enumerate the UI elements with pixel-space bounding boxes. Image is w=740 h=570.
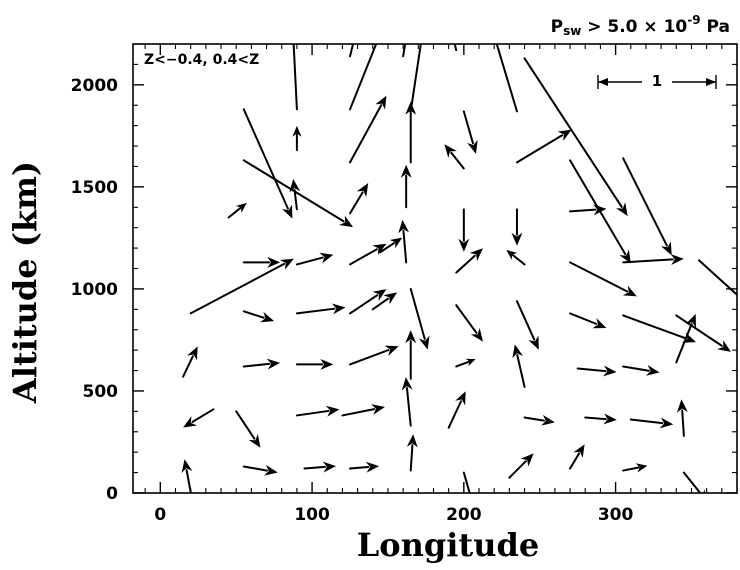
x-tick-label: 0 xyxy=(154,505,166,525)
vector-arrow xyxy=(402,44,407,58)
y-tick-label: 2000 xyxy=(71,76,118,96)
vector-arrow xyxy=(676,399,688,437)
vector-arrow xyxy=(682,471,706,493)
vector-arrow xyxy=(242,310,275,323)
vector-arrow xyxy=(576,365,617,377)
vector-arrow xyxy=(242,256,281,268)
y-tick-label: 1000 xyxy=(71,280,118,300)
vector-arrow xyxy=(242,108,293,219)
vector-arrow xyxy=(622,365,660,376)
vector-arrow xyxy=(181,459,193,493)
vector-arrow xyxy=(698,259,737,297)
vector-arrow xyxy=(409,287,430,350)
vector-arrow xyxy=(584,413,617,425)
vector-arrow xyxy=(242,159,354,228)
vector-arrow xyxy=(508,453,534,479)
vector-arrow xyxy=(495,44,518,113)
vector-arrow xyxy=(341,404,385,417)
x-tick-label: 200 xyxy=(446,505,482,525)
vector-arrow xyxy=(295,303,346,315)
y-tick-label: 0 xyxy=(106,484,118,504)
vector-arrow xyxy=(405,330,417,380)
vector-arrow xyxy=(569,444,585,470)
vector-arrow xyxy=(349,243,387,266)
vector-arrow xyxy=(515,129,572,164)
vector-arrow xyxy=(455,358,476,368)
vector-arrow xyxy=(349,289,387,315)
vector-arrow xyxy=(622,157,672,256)
vector-arrow xyxy=(349,44,355,58)
vector-arrow xyxy=(569,312,607,329)
vector-arrow xyxy=(189,258,294,315)
vector-arrow xyxy=(511,208,523,246)
vector-arrow xyxy=(515,300,539,350)
x-axis-title: Longitude xyxy=(357,526,539,564)
vector-arrow xyxy=(523,57,628,217)
vector-arrow xyxy=(512,344,526,388)
vector-arrow xyxy=(622,314,697,343)
region-label: Z<−0.4, 0.4<Z xyxy=(144,52,259,68)
vector-arrow xyxy=(400,164,412,209)
vector-arrow xyxy=(371,292,398,311)
reference-scale-label: 1 xyxy=(652,72,662,90)
vector-arrow xyxy=(406,434,418,472)
vector-arrow xyxy=(409,44,422,113)
pressure-annotation: Psw > 5.0 × 10-9 Pa xyxy=(551,13,730,38)
vector-arrow xyxy=(349,44,378,111)
vector-arrow xyxy=(569,261,637,297)
vector-arrow xyxy=(295,358,334,370)
vector-arrow xyxy=(675,313,696,364)
vector-arrow xyxy=(622,463,648,473)
vector-arrows xyxy=(181,44,737,493)
y-tick-label: 1500 xyxy=(71,178,118,198)
vector-arrow xyxy=(292,44,298,111)
vector-arrow xyxy=(349,183,369,215)
vector-arrow xyxy=(455,248,483,274)
vector-arrow xyxy=(349,95,387,164)
vector-arrow xyxy=(183,408,215,428)
vector-arrow xyxy=(453,44,458,52)
vector-arrow xyxy=(303,461,337,473)
vector-arrow xyxy=(506,249,526,266)
vector-arrow xyxy=(227,202,247,219)
y-axis-title: Altitude (km) xyxy=(6,161,44,404)
vector-arrow xyxy=(295,252,334,266)
vector-arrow xyxy=(235,410,261,448)
reference-scale: 1 xyxy=(597,70,717,90)
vector-arrow xyxy=(569,159,631,264)
x-tick-label: 100 xyxy=(294,505,330,525)
vector-arrow xyxy=(401,377,413,427)
vector-arrow xyxy=(458,208,470,252)
axis-ticks: 0 100 200 300 0 500 1000 1500 2000 xyxy=(71,43,737,525)
vector-arrow xyxy=(349,345,399,366)
vector-arrow xyxy=(523,414,555,426)
vector-arrow xyxy=(622,254,684,265)
vector-arrow xyxy=(349,461,380,473)
vector-arrow xyxy=(447,391,466,429)
vector-arrow xyxy=(242,464,278,476)
vector-arrow xyxy=(455,304,483,342)
vector-arrow xyxy=(292,125,302,152)
vector-arrow xyxy=(675,314,731,352)
vector-arrow xyxy=(295,405,340,417)
vector-arrow xyxy=(398,219,410,264)
vector-arrow xyxy=(182,346,198,378)
vector-arrow xyxy=(462,471,471,493)
y-tick-label: 500 xyxy=(83,382,119,402)
plot-frame xyxy=(132,43,738,494)
vector-arrow xyxy=(379,237,403,254)
vector-arrow xyxy=(462,110,478,154)
vector-arrow xyxy=(242,358,281,370)
vector-arrow xyxy=(444,144,465,170)
x-tick-label: 300 xyxy=(598,505,634,525)
vector-arrow xyxy=(629,417,674,429)
